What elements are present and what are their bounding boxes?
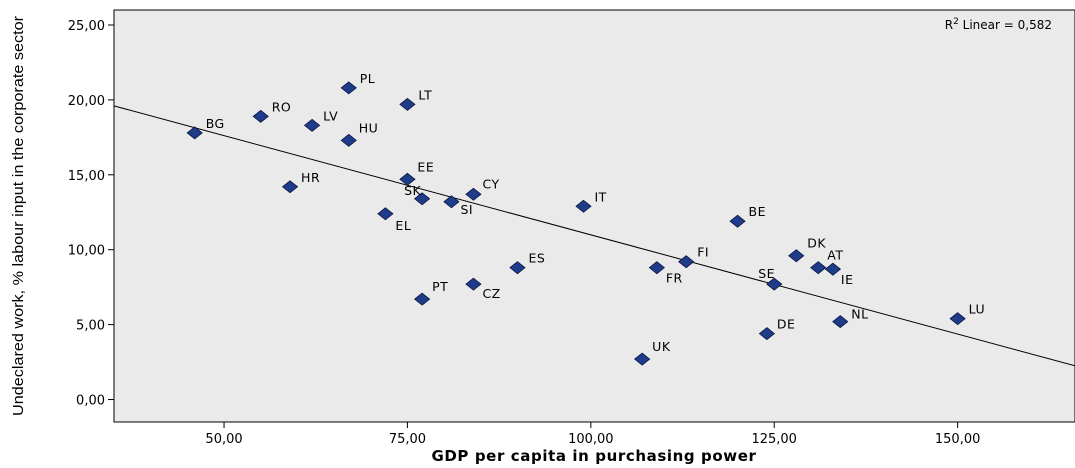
point-label-dk: DK <box>807 236 826 251</box>
point-label-fi: FI <box>697 245 709 260</box>
data-point-nl <box>832 315 849 329</box>
point-label-ee: EE <box>417 159 434 174</box>
data-point-pl <box>340 81 357 95</box>
point-label-lv: LV <box>323 108 338 123</box>
data-point-el <box>377 207 394 221</box>
data-point-hu <box>340 133 357 147</box>
data-point-ie <box>824 262 842 276</box>
data-point-it <box>575 199 592 213</box>
point-label-de: DE <box>777 317 796 332</box>
x-tick-label: 125,00 <box>751 432 797 447</box>
plot-area <box>113 9 1075 423</box>
y-tick-label: 25,00 <box>68 19 105 34</box>
data-point-bg <box>186 126 203 140</box>
data-point-ee <box>399 172 416 186</box>
data-point-be <box>729 214 746 228</box>
data-point-cz <box>465 277 482 291</box>
point-label-uk: UK <box>652 339 671 354</box>
x-tick-label: 150,00 <box>935 432 981 447</box>
y-tick-label: 10,00 <box>68 244 105 259</box>
point-label-nl: NL <box>851 307 868 322</box>
point-label-lt: LT <box>418 87 432 102</box>
r-squared-annotation: R2 Linear = 0,582 <box>945 17 1052 32</box>
data-point-es <box>509 261 526 275</box>
data-point-ro <box>252 109 269 123</box>
x-tick-label: 100,00 <box>568 432 614 447</box>
r2-sup: 2 <box>953 17 959 27</box>
point-label-pl: PL <box>360 71 376 86</box>
y-tick-label: 0,00 <box>76 394 105 409</box>
x-tick-label: 75,00 <box>389 432 426 447</box>
point-label-se: SE <box>758 266 775 281</box>
r2-base: R <box>945 18 953 32</box>
y-tick-label: 20,00 <box>68 94 105 109</box>
axis-ticks: 50,00 75,00 100,00 125,00 150,00 0,00 5,00 10,0… <box>68 19 981 447</box>
point-label-es: ES <box>528 251 545 266</box>
data-point-uk <box>634 352 651 366</box>
data-point-fi <box>678 255 695 269</box>
data-point-sk <box>413 192 431 206</box>
data-point-lu <box>949 312 966 326</box>
point-label-at: AT <box>827 248 843 263</box>
data-point-lt <box>399 97 416 111</box>
point-label-si: SI <box>460 202 473 217</box>
point-label-hu: HU <box>359 120 379 135</box>
data-point-se <box>766 277 783 291</box>
data-point-dk <box>788 249 805 263</box>
point-label-cy: CY <box>482 176 499 191</box>
data-point-at <box>810 261 827 275</box>
point-label-it: IT <box>594 189 606 204</box>
point-label-be: BE <box>749 204 766 219</box>
point-label-ro: RO <box>272 99 292 114</box>
point-label-fr: FR <box>666 271 683 286</box>
x-axis-title: GDP per capita in purchasing power <box>431 447 756 465</box>
y-tick-label: 15,00 <box>68 169 105 184</box>
point-label-bg: BG <box>206 116 225 131</box>
data-point-fr <box>648 261 665 275</box>
data-point-lv <box>303 118 321 132</box>
data-point-si <box>443 195 460 209</box>
data-point-hr <box>281 180 299 194</box>
fit-line <box>113 105 1075 367</box>
data-point-pt <box>413 292 431 306</box>
data-points: BG RO PL LV LT HU HR EE SK SI CY EL IT BE ES CZ PT FI FR DK… <box>186 71 986 366</box>
point-label-cz: CZ <box>482 286 500 301</box>
x-tick-label: 50,00 <box>205 432 242 447</box>
point-label-lu: LU <box>969 302 986 317</box>
y-axis-title: Undeclared work, % labour input in the c… <box>10 16 27 416</box>
data-point-cy <box>465 187 482 201</box>
point-label-ie: IE <box>841 272 854 287</box>
point-label-sk: SK <box>404 183 421 198</box>
y-tick-label: 5,00 <box>76 319 105 334</box>
data-point-de <box>758 327 776 341</box>
point-label-hr: HR <box>301 170 320 185</box>
r2-text: Linear = 0,582 <box>959 18 1052 32</box>
point-label-el: EL <box>395 218 411 233</box>
point-label-pt: PT <box>432 279 448 294</box>
